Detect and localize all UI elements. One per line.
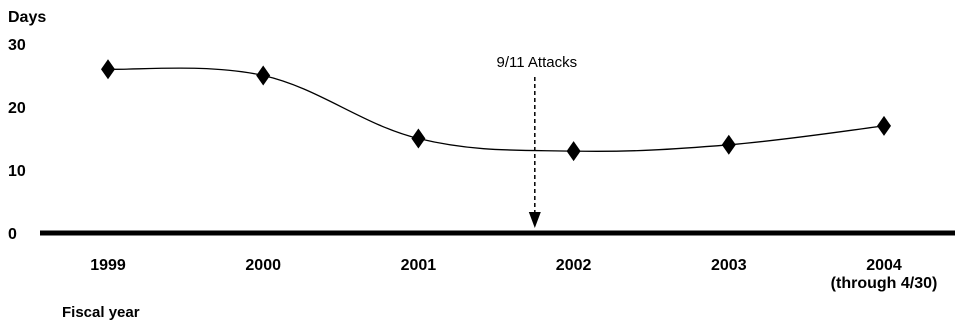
x-axis-title: Fiscal year bbox=[62, 304, 140, 321]
x-tick-label: 2001 bbox=[401, 257, 437, 274]
annotation-label: 9/11 Attacks bbox=[496, 54, 577, 71]
x-tick-label: 1999 bbox=[90, 257, 126, 274]
x-tick-label: 2003 bbox=[711, 257, 747, 274]
x-tick-label: (through 4/30) bbox=[831, 275, 938, 292]
annotation-arrow-head bbox=[528, 212, 541, 228]
x-tick-label: 2004 bbox=[866, 257, 902, 274]
y-axis-title: Days bbox=[8, 9, 46, 26]
data-point-marker bbox=[101, 59, 115, 80]
data-point-marker bbox=[411, 128, 426, 149]
x-tick-label: 2002 bbox=[556, 257, 592, 274]
y-tick-label: 20 bbox=[8, 100, 26, 117]
data-point-marker bbox=[721, 134, 736, 155]
y-tick-label: 10 bbox=[8, 163, 26, 180]
data-point-marker bbox=[566, 141, 581, 162]
y-tick-label: 30 bbox=[8, 37, 26, 54]
data-point-marker bbox=[256, 65, 271, 86]
x-tick-label: 2000 bbox=[245, 257, 281, 274]
series-line bbox=[107, 67, 885, 152]
y-tick-label: 0 bbox=[8, 226, 17, 243]
data-point-marker bbox=[877, 115, 891, 136]
